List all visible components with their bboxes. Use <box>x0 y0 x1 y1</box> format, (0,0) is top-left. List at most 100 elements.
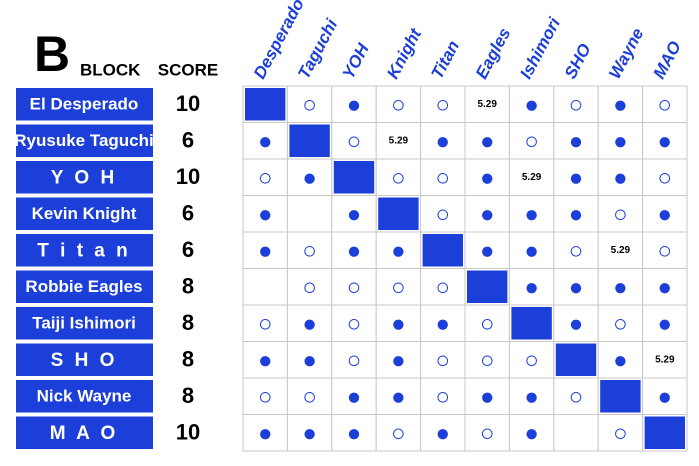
grid-cell <box>597 158 644 196</box>
grid-cell <box>508 377 555 415</box>
match-result: ● <box>613 274 628 301</box>
player-name: El Desperado <box>30 95 139 114</box>
grid-cell <box>242 122 288 160</box>
match-result: ○ <box>436 92 451 119</box>
grid-cell <box>553 414 599 452</box>
player-name: Robbie Eagles <box>25 277 142 296</box>
match-result: ○ <box>480 311 495 338</box>
match-result: ● <box>524 384 539 411</box>
grid-cell <box>331 85 377 123</box>
match-result: ● <box>258 238 273 265</box>
player-score: 8 <box>182 383 194 408</box>
match-result: ○ <box>302 274 317 301</box>
match-result: ● <box>480 201 495 228</box>
player-score: 10 <box>176 420 200 445</box>
player-name: Taiji Ishimori <box>32 314 136 333</box>
match-result: ○ <box>569 238 584 265</box>
grid-cell <box>508 231 555 269</box>
grid-cell <box>331 122 377 160</box>
grid-cell <box>553 377 599 415</box>
grid-cell <box>331 414 377 452</box>
diagonal-block <box>422 234 463 267</box>
match-result: ● <box>436 311 451 338</box>
match-result: ● <box>524 274 539 301</box>
player-score: 10 <box>176 91 200 116</box>
match-date: 5.29 <box>655 354 675 365</box>
match-result: ● <box>391 311 406 338</box>
match-result: ● <box>613 165 628 192</box>
match-result: ● <box>258 420 273 447</box>
grid-cell <box>331 231 377 269</box>
grid-cell <box>553 268 599 306</box>
grid-cell <box>331 195 377 233</box>
grid-cell <box>420 195 466 233</box>
grid-cell <box>242 377 288 415</box>
match-result: ○ <box>302 384 317 411</box>
diagonal-block <box>289 124 330 157</box>
match-result: ○ <box>391 92 406 119</box>
player-score: 10 <box>176 164 200 189</box>
block-label: BLOCK <box>80 60 141 79</box>
diagonal-block <box>467 270 508 303</box>
grid-cell <box>597 85 644 123</box>
match-result: ● <box>658 384 673 411</box>
player-name: Kevin Knight <box>32 204 137 223</box>
player-score: 6 <box>182 201 194 226</box>
match-result: ● <box>391 238 406 265</box>
match-result: ○ <box>258 165 273 192</box>
match-result: ● <box>302 311 317 338</box>
grid-cell <box>642 268 688 306</box>
grid-cell <box>242 195 288 233</box>
match-result: ○ <box>524 347 539 374</box>
grid-cell <box>464 341 510 379</box>
grid-cell <box>642 158 688 196</box>
grid-cell <box>286 231 333 269</box>
match-result: ○ <box>436 347 451 374</box>
match-result: ○ <box>613 311 628 338</box>
grid-cell <box>375 122 422 160</box>
grid-cell <box>242 158 288 196</box>
player-name: Nick Wayne <box>37 387 132 406</box>
name-box <box>16 124 153 157</box>
player-score: 8 <box>182 310 194 335</box>
grid-cell <box>642 341 688 379</box>
diagonal-block <box>245 88 286 121</box>
match-result: ○ <box>347 347 362 374</box>
match-date: 5.29 <box>477 99 497 110</box>
match-result: ● <box>613 92 628 119</box>
player-score: 6 <box>182 128 194 153</box>
match-result: ○ <box>613 201 628 228</box>
diagonal-block <box>555 343 597 376</box>
match-result: ● <box>480 238 495 265</box>
match-result: ● <box>302 347 317 374</box>
match-result: ○ <box>347 274 362 301</box>
grid-cell <box>286 268 333 306</box>
grid-cell <box>286 341 333 379</box>
name-box <box>16 270 153 303</box>
match-result: ○ <box>480 420 495 447</box>
diagonal-block <box>600 380 641 413</box>
match-result: ○ <box>658 165 673 192</box>
match-result: ● <box>347 420 362 447</box>
match-result: ○ <box>258 384 273 411</box>
match-result: ○ <box>569 384 584 411</box>
player-score: 6 <box>182 237 194 262</box>
match-result: ● <box>391 384 406 411</box>
player-name: Y O H <box>51 167 117 188</box>
player-score: 8 <box>182 347 194 372</box>
grid-cell <box>553 304 599 342</box>
match-result: ● <box>524 238 539 265</box>
grid-cell <box>642 304 688 342</box>
match-result: ○ <box>436 201 451 228</box>
match-result: ● <box>569 201 584 228</box>
name-box <box>16 416 153 449</box>
name-box <box>16 343 153 376</box>
block-letter: B <box>34 26 70 82</box>
grid-cell <box>420 377 466 415</box>
match-result: ○ <box>391 420 406 447</box>
name-box <box>16 88 153 121</box>
match-result: ● <box>569 165 584 192</box>
grid-cell <box>597 304 644 342</box>
grid-cell <box>464 377 510 415</box>
